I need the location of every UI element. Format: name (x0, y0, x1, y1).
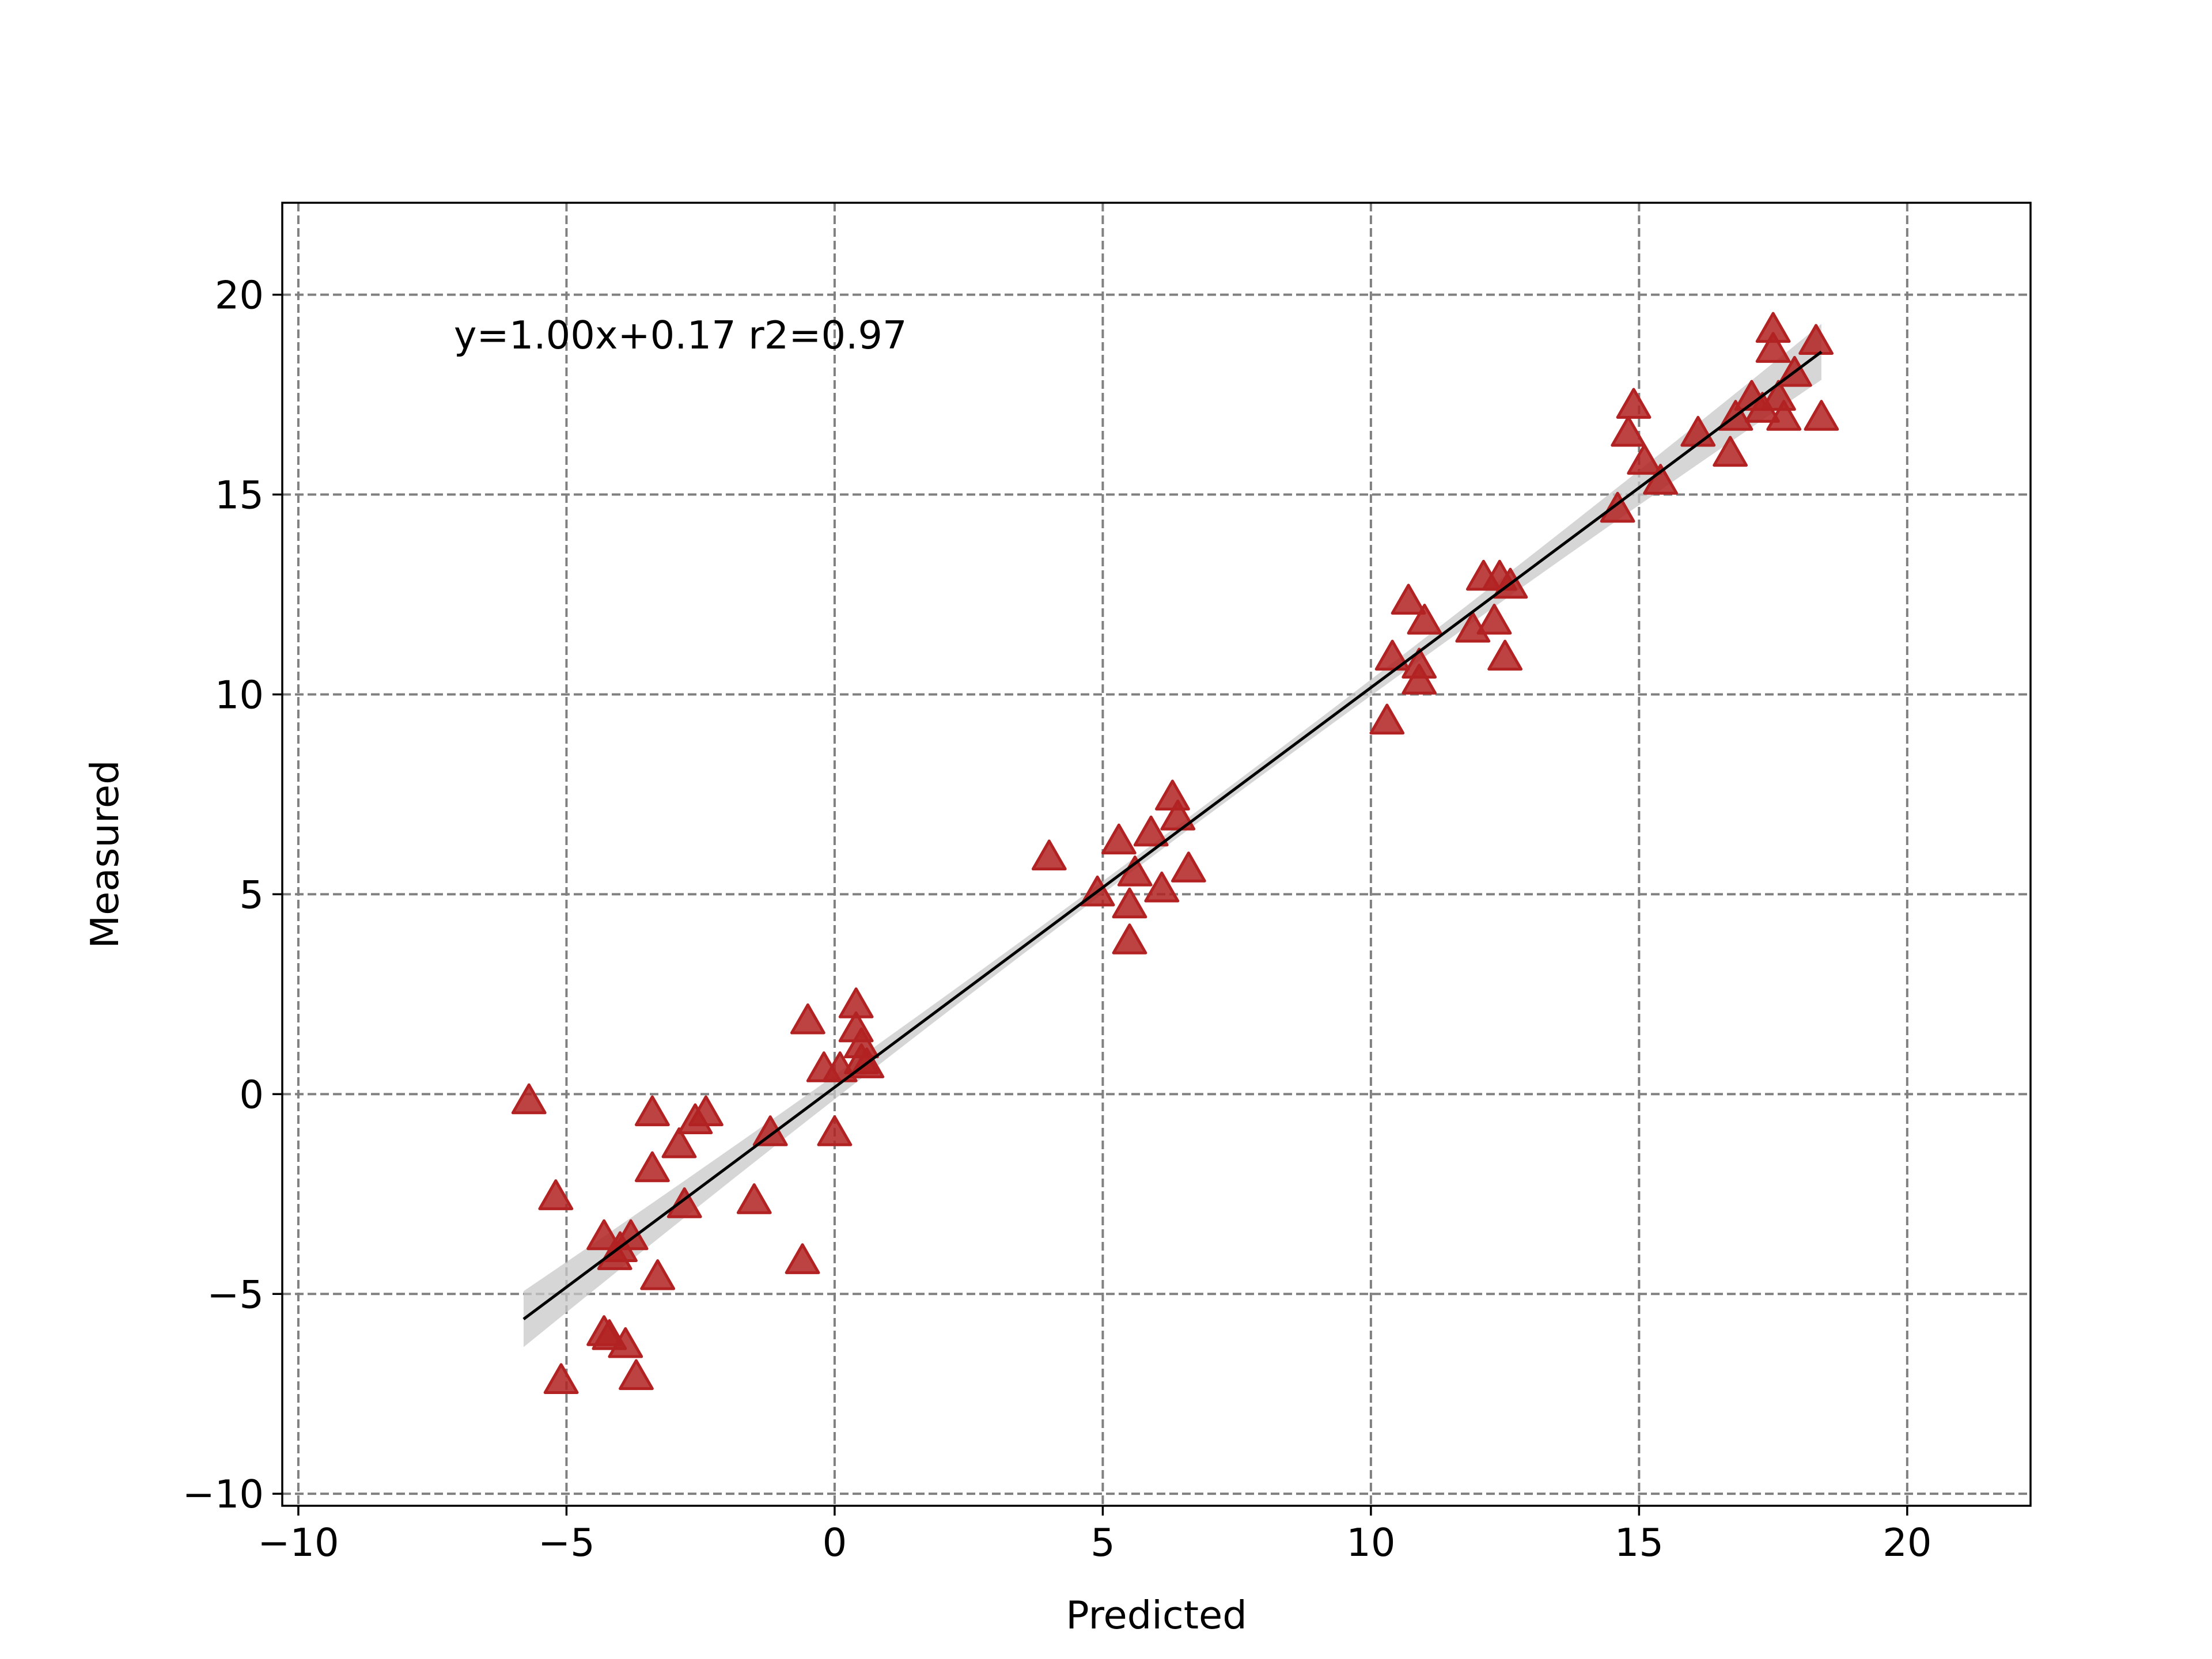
fit-line-group (522, 350, 1823, 1320)
data-point (634, 1151, 670, 1183)
y-tick-label: −10 (183, 1472, 264, 1517)
data-point (1391, 584, 1426, 615)
data-point (608, 1327, 643, 1358)
data-point (543, 1363, 579, 1395)
data-point (1160, 800, 1196, 831)
y-tick-label: −5 (207, 1272, 264, 1317)
x-tick-label: −10 (257, 1520, 339, 1565)
data-point (736, 1183, 772, 1214)
data-point (1766, 400, 1802, 431)
data-point (817, 1115, 853, 1146)
data-point (1487, 639, 1523, 671)
y-axis-ticks: −10 −5 0 5 10 15 20 (183, 273, 282, 1517)
data-point (1627, 444, 1662, 475)
data-point (1600, 491, 1635, 523)
x-tick-label: 5 (1090, 1520, 1115, 1565)
data-point (1755, 332, 1791, 363)
data-point (1369, 703, 1405, 735)
data-points (511, 312, 1839, 1395)
data-point (1804, 400, 1839, 431)
data-point (1031, 839, 1067, 871)
data-point (1407, 604, 1442, 635)
data-point (790, 1003, 825, 1035)
data-point (1616, 388, 1652, 419)
x-tick-label: 10 (1346, 1520, 1395, 1565)
x-tick-label: 0 (823, 1520, 847, 1565)
data-point (1133, 815, 1169, 847)
data-point (538, 1179, 574, 1210)
data-point (1611, 415, 1646, 447)
y-tick-label: 10 (215, 672, 264, 717)
data-point (511, 1083, 547, 1115)
data-point (634, 1095, 670, 1127)
data-point (1101, 823, 1137, 855)
data-point (1171, 851, 1206, 882)
grid (282, 203, 2031, 1506)
data-point (1112, 923, 1147, 955)
x-axis-ticks: −10 −5 0 5 10 15 20 (257, 1506, 1932, 1565)
data-point (785, 1243, 820, 1274)
data-point (1402, 664, 1437, 695)
y-tick-label: 20 (215, 273, 264, 318)
data-point (1476, 604, 1512, 635)
data-point (1374, 639, 1410, 671)
data-point (619, 1359, 654, 1391)
y-tick-label: 5 (239, 872, 264, 917)
data-point (1402, 647, 1437, 679)
x-tick-label: −5 (538, 1520, 595, 1565)
y-axis-label: Measured (82, 760, 127, 948)
x-tick-label: 15 (1615, 1520, 1664, 1565)
data-point (688, 1095, 724, 1127)
data-point (1112, 887, 1147, 919)
regression-annotation: y=1.00x+0.17 r2=0.97 (454, 313, 907, 358)
data-point (1798, 324, 1834, 355)
x-axis-label: Predicted (1066, 1593, 1247, 1638)
data-point (661, 1127, 697, 1158)
data-point (1144, 871, 1180, 903)
data-point (586, 1219, 622, 1251)
y-tick-label: 15 (215, 473, 264, 518)
x-tick-label: 20 (1883, 1520, 1931, 1565)
data-point (640, 1259, 676, 1290)
data-point (666, 1187, 702, 1218)
plot-frame (281, 202, 2032, 1507)
y-tick-label: 0 (239, 1072, 264, 1117)
fit-line (522, 350, 1823, 1320)
data-point (1713, 435, 1748, 467)
